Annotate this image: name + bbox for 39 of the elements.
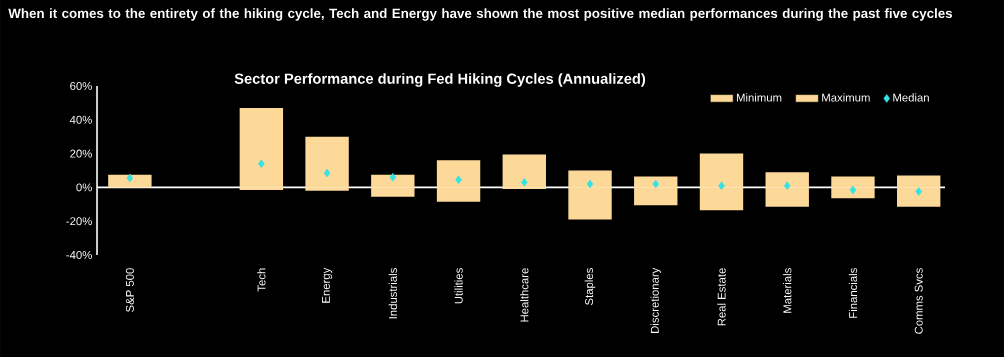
bar	[502, 154, 546, 188]
point	[126, 173, 134, 183]
y-tick-label: -40%	[66, 250, 92, 259]
x-tick-label: Discretionary	[650, 267, 662, 333]
x-tick-label: Financials	[848, 268, 858, 318]
x-tick-label: Staples	[584, 268, 596, 305]
bar	[108, 174, 152, 188]
bar	[239, 107, 284, 188]
point	[915, 187, 922, 196]
bar	[305, 136, 349, 188]
chart-subtitle: Sector Performance during Fed Hiking Cycles (Annualized)	[234, 73, 646, 87]
point	[389, 172, 397, 182]
legend-label: Minimum	[736, 93, 782, 102]
chart-title: When it comes to the entirety of the hiking cycle, Tech and Energy have shown the most positive median performances during the past five cycles	[8, 8, 953, 21]
point	[586, 179, 594, 189]
point	[521, 178, 528, 187]
x-tick-label: Utilities	[454, 268, 463, 304]
point	[258, 159, 265, 168]
x-tick-label: Tech	[257, 268, 266, 292]
x-tick-label: Real Estate	[717, 268, 726, 326]
x-tick-label: S&P 500	[125, 268, 134, 312]
y-tick-label: 40%	[69, 115, 92, 124]
legend-label: Median	[893, 93, 929, 102]
point	[783, 181, 791, 190]
y-tick-label: 0%	[76, 183, 92, 192]
x-tick-label: Comms Svcs	[914, 268, 923, 334]
point	[323, 168, 331, 178]
point	[718, 181, 725, 190]
y-tick-label: 20%	[70, 149, 92, 158]
legend-label: Maximum	[822, 93, 870, 102]
x-tick-label: Materials	[783, 268, 792, 313]
x-tick-label: Healthcare	[520, 268, 529, 322]
x-tick-label: Industrials	[388, 268, 397, 319]
y-tick-label: -20%	[66, 217, 92, 226]
x-tick-label: Energy	[322, 267, 333, 303]
point	[652, 179, 660, 189]
y-tick-label: 60%	[70, 81, 92, 90]
point	[849, 185, 857, 195]
point	[455, 175, 462, 185]
